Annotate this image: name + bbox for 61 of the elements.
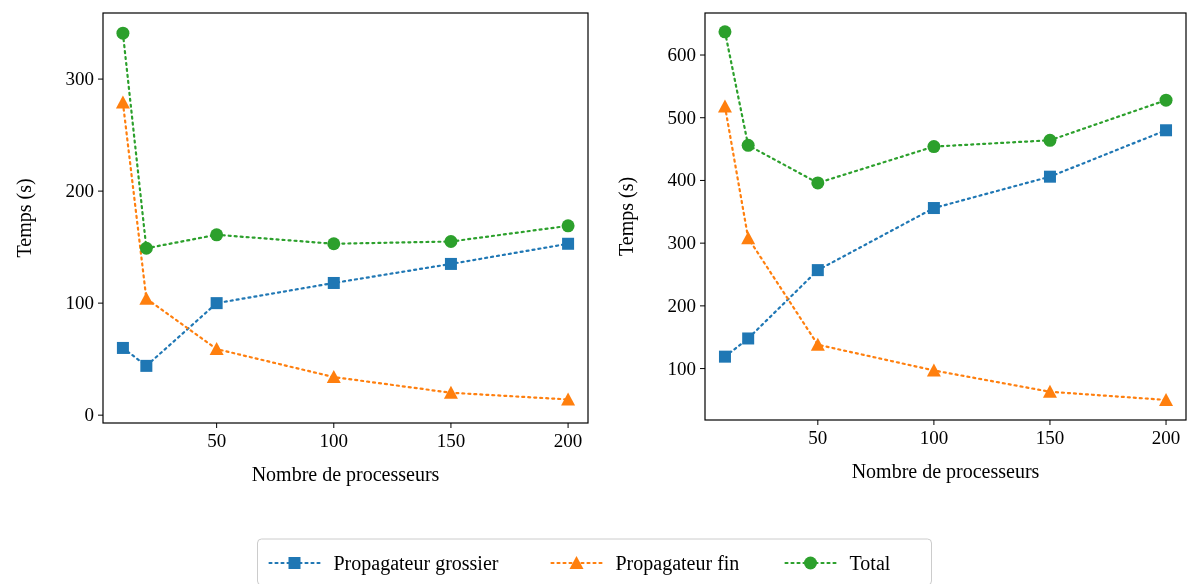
y-tick-label: 100 [65, 292, 94, 314]
point [1159, 93, 1173, 107]
point [1043, 133, 1057, 147]
point [926, 363, 941, 377]
y-tick-label: 100 [667, 357, 696, 379]
point [810, 337, 825, 351]
point [1159, 392, 1174, 406]
legend-label: Propagateur grossier [333, 552, 499, 575]
point [444, 235, 458, 249]
point [927, 140, 941, 154]
point [741, 138, 755, 152]
point [562, 237, 575, 250]
point [742, 332, 755, 345]
x-tick-label: 100 [919, 427, 949, 448]
point [115, 95, 130, 109]
point [139, 291, 154, 305]
x-tick-label: 50 [808, 427, 828, 448]
point [741, 231, 756, 245]
legend-label: Propagateur fin [615, 552, 740, 575]
point [718, 25, 732, 39]
point [1043, 170, 1056, 183]
x-tick-label: 100 [319, 430, 349, 451]
x-axis-title: Nombre de processeurs [251, 463, 440, 486]
point [1042, 384, 1057, 398]
point [717, 99, 732, 113]
point [561, 392, 576, 406]
y-tick-label: 0 [84, 404, 94, 426]
y-axis-title: Temps (s) [615, 176, 638, 257]
y-tick-label: 200 [667, 294, 696, 316]
point [326, 370, 341, 384]
point [1160, 124, 1173, 137]
x-tick-label: 150 [436, 430, 466, 451]
point [811, 264, 824, 277]
x-tick-label: 150 [1035, 427, 1065, 448]
point [139, 241, 153, 255]
point [444, 257, 457, 270]
y-axis-title: Temps (s) [13, 178, 36, 258]
y-tick-label: 500 [667, 106, 696, 128]
x-tick-label: 200 [1151, 427, 1181, 448]
point [443, 385, 458, 399]
x-tick-label: 200 [553, 430, 583, 451]
y-tick-label: 300 [667, 232, 696, 254]
point [327, 237, 341, 251]
y-tick-label: 400 [667, 169, 696, 191]
point [718, 350, 731, 363]
point [209, 342, 224, 356]
point [116, 341, 129, 354]
y-tick-label: 200 [65, 180, 94, 202]
y-tick-label: 600 [667, 44, 696, 66]
x-axis-title: Nombre de processeurs [851, 460, 1040, 483]
point [561, 219, 575, 233]
x-tick-label: 50 [207, 430, 227, 451]
legend-label: Total [849, 552, 891, 574]
point [140, 359, 153, 372]
point [811, 176, 825, 190]
point [210, 228, 224, 242]
point [116, 26, 130, 40]
point [927, 202, 940, 215]
point [327, 276, 340, 289]
point [210, 297, 223, 310]
y-tick-label: 300 [65, 68, 94, 90]
